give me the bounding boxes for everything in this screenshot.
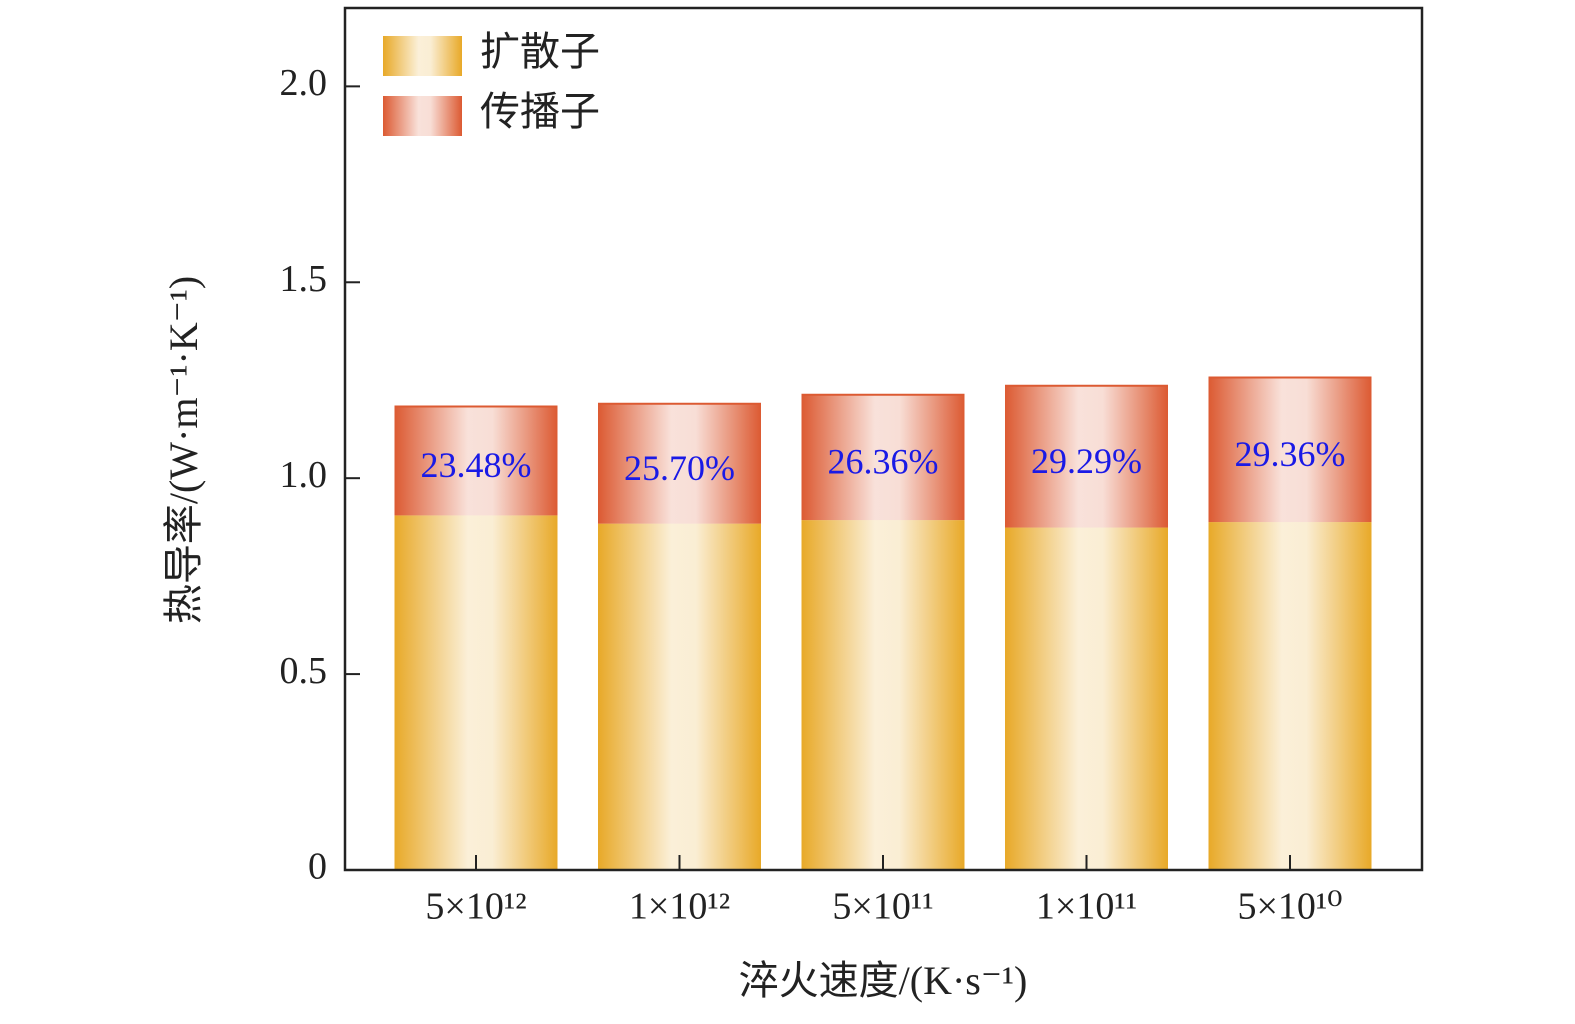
bar-segment: [1208, 377, 1372, 523]
legend-label: 扩散子: [480, 29, 600, 74]
y-tick-label: 0: [308, 846, 327, 888]
y-tick-label: 1.0: [280, 454, 328, 496]
x-tick-label: 5×10¹⁰: [1237, 886, 1342, 928]
x-axis-label: 淬火速度/(K·s⁻¹): [739, 958, 1028, 1003]
plot-frame: [343, 6, 1424, 872]
legend-swatch: [383, 96, 462, 136]
y-axis-label: 热导率/(W·m⁻¹·K⁻¹): [161, 276, 206, 624]
bar-segment: [801, 394, 965, 521]
bar-segment: [598, 523, 761, 870]
bar-segment: [801, 520, 965, 870]
x-tick-label: 5×10¹¹: [832, 886, 933, 928]
x-tick-label: 1×10¹²: [629, 886, 730, 928]
x-tick-label: 1×10¹¹: [1036, 886, 1137, 928]
percent-label: 26.36%: [828, 442, 939, 482]
legend-swatch: [383, 36, 462, 76]
bar-segment: [394, 406, 558, 516]
legend-label: 传播子: [480, 89, 600, 134]
percent-label: 25.70%: [624, 448, 735, 488]
bar-segment: [1005, 527, 1168, 870]
bar-segment: [1208, 522, 1372, 870]
y-tick-label: 0.5: [280, 650, 328, 692]
x-tick-label: 5×10¹²: [425, 886, 526, 928]
bar-segment: [1005, 385, 1168, 528]
y-tick-label: 1.5: [280, 258, 328, 300]
percent-label: 29.36%: [1235, 434, 1346, 474]
percent-label: 29.29%: [1031, 441, 1142, 481]
y-tick-label: 2.0: [280, 62, 328, 104]
bar-segment: [598, 403, 761, 524]
percent-label: 23.48%: [421, 445, 532, 485]
bar-segment: [394, 515, 558, 870]
